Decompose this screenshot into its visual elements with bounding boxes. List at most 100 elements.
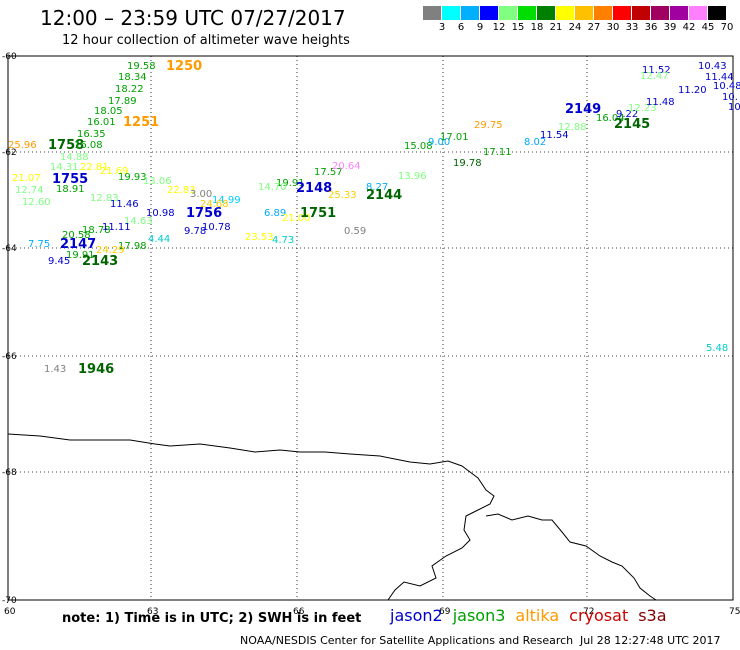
wave-height-label: 20.64: [332, 161, 361, 172]
wave-height-label: 10.98: [146, 208, 175, 219]
pass-time-label: 2143: [82, 254, 118, 269]
wave-height-label: 12.23: [628, 103, 657, 114]
legend-swatch: [593, 6, 612, 20]
pass-time-label: 1758: [48, 138, 84, 153]
wave-height-label: 16.04: [596, 113, 625, 124]
latitude-label: -70: [2, 596, 17, 606]
legend-swatch: [460, 6, 479, 20]
legend-swatch: [612, 6, 631, 20]
wave-height-label: 17.98: [118, 241, 147, 252]
satellite-altika-label: altika: [515, 606, 560, 625]
legend-label: 21: [549, 22, 563, 33]
wave-height-label: 19.91: [276, 178, 305, 189]
wave-height-label: 11.54: [540, 130, 569, 141]
wave-height-label: 25.33: [328, 190, 357, 201]
longitude-label: 60: [4, 607, 16, 617]
wave-height-label: 12.74: [15, 185, 44, 196]
wave-height-label: 10.78: [202, 222, 231, 233]
wave-height-label: 15.08: [404, 141, 433, 152]
wave-height-label: 18.78: [82, 225, 111, 236]
wave-height-label: 9.45: [48, 256, 70, 267]
wave-height-label: 11.48: [646, 97, 675, 108]
wave-height-label: 18.91: [56, 184, 85, 195]
legend-label: 27: [587, 22, 601, 33]
satellite-jason3-label: jason3: [452, 606, 506, 625]
legend-label: 70: [720, 22, 734, 33]
satellite-cryosat-label: cryosat: [569, 606, 629, 625]
pass-time-label: 1755: [52, 172, 88, 187]
legend-label: 12: [492, 22, 506, 33]
pass-time-label: 2147: [60, 237, 96, 252]
wave-height-label: 14.99: [212, 195, 241, 206]
legend-label: 6: [457, 22, 465, 33]
wave-height-label: 10: [728, 102, 740, 113]
longitude-label: 75: [729, 607, 740, 617]
footer-note: note: 1) Time is in UTC; 2) SWH is in fe…: [62, 611, 362, 626]
legend-swatch: [517, 6, 536, 20]
wave-height-label: 16.08: [74, 140, 103, 151]
wave-height-label: 10.: [722, 92, 738, 103]
legend-label: 3: [438, 22, 446, 33]
wave-height-label: 14.70: [258, 182, 287, 193]
pass-time-label: 2148: [296, 181, 332, 196]
legend-swatch: [479, 6, 498, 20]
legend-label: 36: [644, 22, 658, 33]
longitude-label: 66: [293, 607, 305, 617]
wave-height-label: 12.83: [90, 193, 119, 204]
longitude-label: 69: [439, 607, 451, 617]
color-legend: [422, 6, 726, 20]
wave-height-label: 10.43: [698, 61, 727, 72]
wave-height-label: 4.44: [148, 234, 170, 245]
wave-height-label: 11.11: [102, 222, 131, 233]
wave-height-label: 12.60: [22, 197, 51, 208]
legend-swatch: [574, 6, 593, 20]
wave-height-label: 9.78: [184, 226, 206, 237]
antarctic-coastline: [7, 433, 495, 601]
legend-label: 15: [511, 22, 525, 33]
wave-height-label: 17.89: [108, 96, 137, 107]
wave-height-label: 18.34: [118, 72, 147, 83]
longitude-label: 72: [583, 607, 594, 617]
legend-label: 30: [606, 22, 620, 33]
pass-time-label: 1251: [123, 115, 159, 130]
legend-swatch: [498, 6, 517, 20]
legend-label: 24: [568, 22, 582, 33]
satellite-legend: jason2 jason3 altika cryosat s3a: [390, 606, 677, 625]
map-frame: [7, 55, 734, 601]
wave-height-label: 9.00: [428, 137, 450, 148]
wave-height-label: 17.11: [483, 147, 512, 158]
footer-credit: NOAA/NESDIS Center for Satellite Applica…: [240, 634, 574, 647]
wave-height-label: 25.96: [8, 140, 37, 151]
wave-height-label: 13.06: [143, 176, 172, 187]
wave-height-label: 29.75: [474, 120, 503, 131]
wave-height-label: 21.69: [100, 166, 129, 177]
wave-height-label: 1.43: [44, 364, 66, 375]
latitude-label: -62: [2, 148, 17, 158]
wave-height-label: 11.46: [110, 199, 139, 210]
ice-shelf-boundary: [485, 513, 657, 601]
legend-label: 9: [476, 22, 484, 33]
wave-height-label: 19.93: [118, 172, 147, 183]
legend-swatch: [631, 6, 650, 20]
wave-height-label: 20.58: [62, 230, 91, 241]
map-title: 12:00 – 23:59 UTC 07/27/2017: [40, 6, 346, 30]
wave-height-label: 14.63: [124, 216, 153, 227]
pass-time-label: 1751: [300, 206, 336, 221]
legend-swatch: [555, 6, 574, 20]
wave-height-label: 12.47: [640, 71, 669, 82]
wave-height-label: 8.02: [524, 137, 546, 148]
pass-time-label: 2149: [565, 102, 601, 117]
pass-time-label: 2144: [366, 188, 402, 203]
wave-height-label: 17.01: [440, 132, 469, 143]
wave-height-label: 14.88: [60, 152, 89, 163]
wave-height-label: 3.00: [190, 189, 212, 200]
wave-height-label: 12.88: [558, 122, 587, 133]
legend-label: 39: [663, 22, 677, 33]
wave-height-label: 18.05: [94, 106, 123, 117]
legend-swatch: [650, 6, 669, 20]
wave-height-label: 19.58: [127, 61, 156, 72]
pass-time-label: 1756: [186, 206, 222, 221]
legend-swatch: [669, 6, 688, 20]
legend-swatch: [536, 6, 555, 20]
legend-label: 18: [530, 22, 544, 33]
